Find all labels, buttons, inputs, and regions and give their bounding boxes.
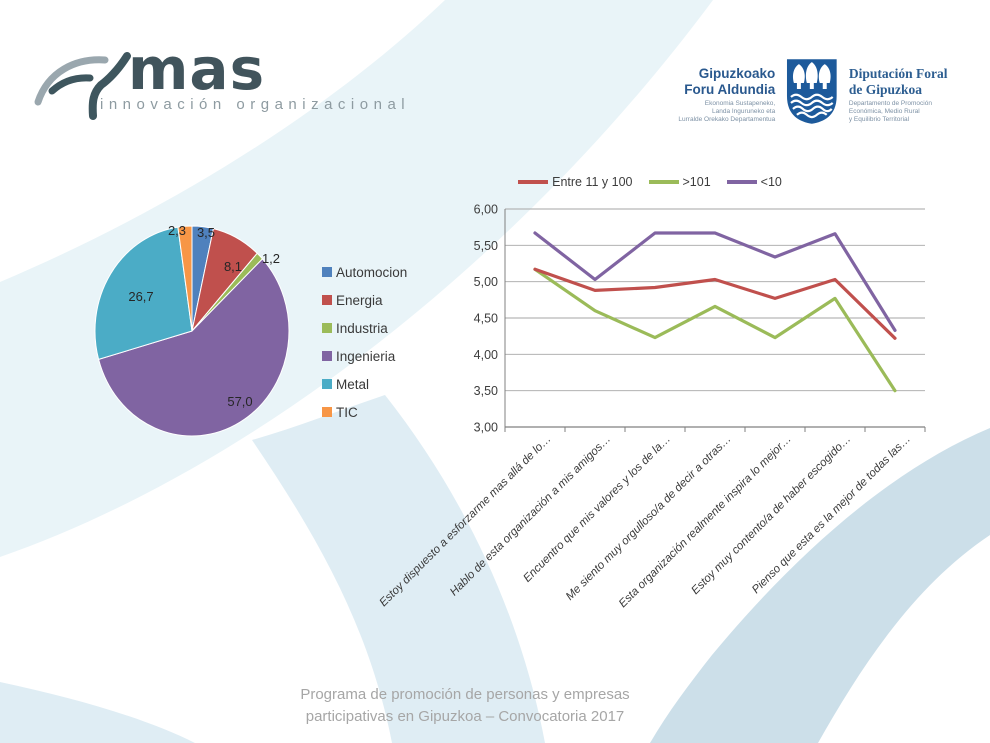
legend-swatch-icon [322, 295, 332, 305]
series-line-0 [533, 267, 897, 340]
institution-basque-subtitle: Ekonomia Sustapeneko, Landa Inguruneko e… [678, 100, 776, 124]
institution-basque-title: Gipuzkoako [698, 66, 776, 81]
pie-legend-item-ingenieria: Ingenieria [322, 342, 407, 370]
pie-data-label: 8,1 [224, 259, 242, 274]
line-legend-item: <10 [726, 175, 782, 189]
institution-logo-block: Gipuzkoako Foru Aldundia Ekonomia Sustap… [658, 56, 983, 126]
mas-logo-text: mas [128, 35, 266, 103]
y-axis-tick-label: 3,00 [474, 421, 498, 435]
pie-legend-item-tic: TIC [322, 398, 407, 426]
y-axis-tick-label: 6,00 [474, 203, 498, 217]
pie-slice-ingenieria [97, 258, 290, 437]
institution-spanish-title: Diputación Foral [848, 66, 948, 81]
pie-chart: 3,5 8,1 1,2 57,0 26,7 2,3 [94, 223, 290, 437]
y-axis-tick-label: 5,00 [474, 275, 498, 289]
legend-line-swatch-icon [726, 180, 757, 184]
pie-legend-label: Ingenieria [336, 348, 396, 364]
mas-logo-icon [34, 52, 131, 120]
pie-legend-label: Metal [336, 376, 370, 392]
footer-line-2: participativas en Gipuzkoa – Convocatori… [305, 708, 625, 725]
line-legend-label: >101 [682, 175, 711, 189]
legend-swatch-icon [322, 267, 332, 277]
pie-legend-item-automocion: Automocion [322, 258, 407, 286]
line-legend-item: Entre 11 y 100 [518, 175, 633, 189]
legend-swatch-icon [322, 379, 332, 389]
pie-legend-item-energia: Energia [322, 286, 407, 314]
pie-data-label: 57,0 [227, 394, 252, 409]
pie-legend-label: Energia [336, 292, 383, 308]
legend-swatch-icon [322, 407, 332, 417]
institution-basque-text: Gipuzkoako Foru Aldundia Ekonomia Sustap… [658, 66, 775, 124]
pie-legend-label: Automocion [336, 264, 408, 280]
gipuzkoa-shield-icon [787, 59, 837, 124]
line-chart: 6,00 5,50 5,00 4,50 4,00 3,50 3,00 [474, 203, 926, 435]
pie-data-label: 2,3 [168, 223, 186, 238]
footer-line-1: Programa de promoción de personas y empr… [300, 686, 630, 703]
y-axis-tick-label: 5,50 [474, 239, 498, 253]
line-legend-label: <10 [760, 175, 782, 189]
pie-slice-metal [94, 226, 193, 361]
pie-legend-label: TIC [336, 404, 358, 420]
series-line-1 [533, 267, 897, 393]
line-chart-legend: Entre 11 y 100 >101 <10 [440, 172, 860, 192]
pie-legend-label: Industria [336, 320, 388, 336]
y-axis-tick-label: 4,00 [474, 348, 498, 362]
mas-logo-subtitle: innovación organizacional [100, 96, 411, 113]
institution-spanish-subtitle: Departamento de Promoción Económica, Med… [848, 100, 932, 124]
legend-line-swatch-icon [518, 180, 549, 184]
pie-legend: Automocion Energia Industria Ingenieria Meta… [322, 258, 407, 426]
pie-legend-item-industria: Industria [322, 314, 407, 342]
legend-swatch-icon [322, 323, 332, 333]
y-axis-tick-label: 3,50 [474, 384, 498, 398]
pie-data-label: 1,2 [262, 251, 280, 266]
line-legend-item: >101 [648, 175, 711, 189]
pie-data-label: 26,7 [128, 289, 153, 304]
series-line-2 [533, 231, 897, 332]
pie-slice-tic [177, 225, 193, 332]
legend-swatch-icon [322, 351, 332, 361]
y-axis-tick-label: 4,50 [474, 312, 498, 326]
pie-data-label: 3,5 [197, 225, 215, 240]
pie-legend-item-metal: Metal [322, 370, 407, 398]
line-legend-label: Entre 11 y 100 [552, 175, 633, 189]
footer-caption: Programa de promoción de personas y empr… [0, 684, 930, 728]
legend-line-swatch-icon [648, 180, 679, 184]
institution-spanish-text: Diputación Foral de Gipuzkoa Departament… [849, 66, 983, 124]
